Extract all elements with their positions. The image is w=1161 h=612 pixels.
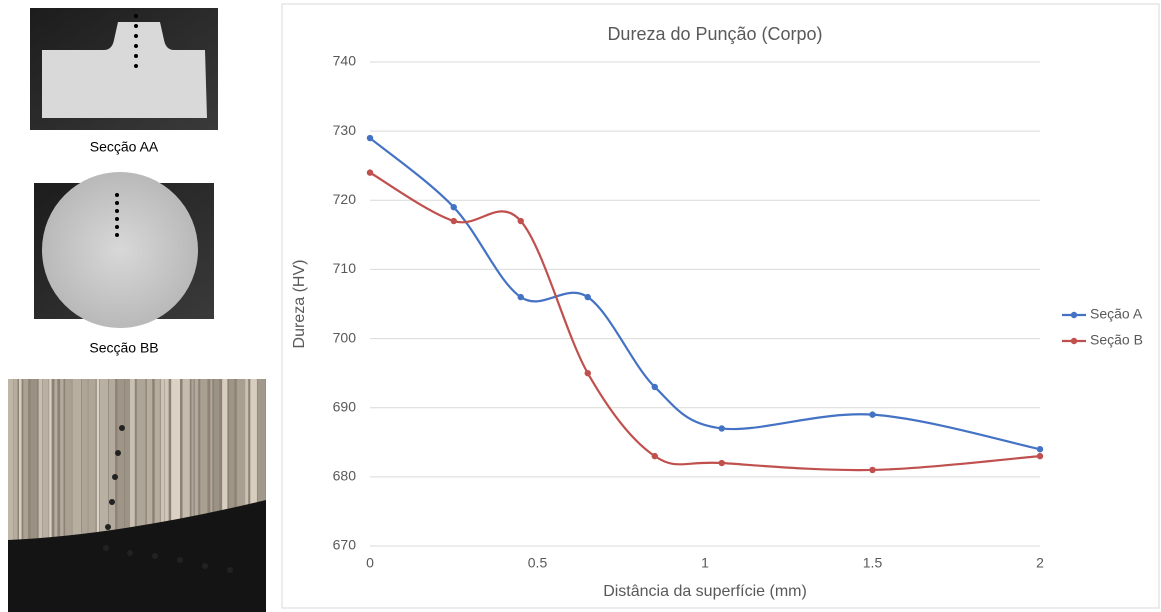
data-point [718,459,725,467]
indent [127,550,133,556]
data-point [584,369,591,377]
chart-frame [281,3,1160,609]
data-point [1036,452,1044,460]
stripe [81,379,88,612]
stripe [245,379,249,612]
stripe [124,379,130,612]
data-point [651,452,658,460]
y-tick-label: 700 [333,329,357,345]
indent [105,524,111,530]
data-point [584,293,591,301]
stripe [191,379,194,612]
legend-marker [1070,311,1078,319]
stripe [214,379,220,612]
stripe [164,379,169,612]
data-point [517,217,524,225]
indent [227,567,233,573]
y-axis-title: Dureza (HV) [291,260,308,349]
x-axis-title: Distância da superfície (mm) [603,583,807,600]
data-point [718,425,725,432]
plot-area: 670 680 690 700 710 720 730 740 0 0.5 1 1.5 2 Seção A… [333,53,1143,571]
data-point [450,204,457,211]
stripe [72,379,82,612]
stripe [13,379,18,612]
stripe [49,379,52,612]
stripe [54,379,58,612]
y-tick-label: 730 [333,122,357,138]
stripe [171,379,180,612]
stripe [88,379,96,612]
legend-label: Seção A [1090,306,1143,322]
stripe [96,379,100,612]
x-tick-label: 0.5 [528,555,548,571]
stripe [160,379,165,612]
stripe [257,379,266,612]
specimen-aa [30,8,218,130]
y-tick-label: 670 [333,537,357,553]
stripe [129,379,135,612]
y-tick-label: 690 [333,398,357,414]
stripe [42,379,49,612]
stripe [229,379,235,612]
caption: Secção BB [89,340,158,356]
legend-marker [1070,337,1078,345]
x-tick-label: 2 [1036,555,1044,571]
y-tick-label: 710 [333,260,357,276]
stripe [65,379,72,612]
micrograph [8,379,266,612]
stripe [19,379,22,612]
data-point [1036,446,1044,453]
data-point [366,169,374,176]
indent [152,553,158,559]
stripe [136,379,146,612]
stripe [222,379,228,612]
indent [112,474,118,480]
indent [177,557,183,563]
stripe [182,379,190,612]
stripe [250,379,257,612]
data-point [366,134,374,142]
stripe [146,379,153,612]
data-point [450,217,457,225]
y-tick-label: 740 [333,53,357,69]
legend-label: Seção B [1090,332,1143,348]
caption: Secção AA [90,139,159,155]
y-tick-label: 680 [333,468,357,484]
stripe [38,379,43,612]
stripe [108,379,116,612]
indent [109,499,115,505]
stripe [154,379,160,612]
x-tick-label: 1 [701,555,709,571]
stripe [8,379,14,612]
dark-region [8,500,266,612]
x-tick-label: 0 [366,555,374,571]
data-point [869,466,876,474]
data-point [651,383,658,391]
stripe [236,379,246,612]
chart-title: Dureza do Punção (Corpo) [607,24,822,44]
stripe [99,379,109,612]
stripe [194,379,199,612]
y-tick-label: 720 [333,191,357,207]
indent [202,563,208,569]
indent [103,545,109,551]
indent [119,425,125,431]
stripe [200,379,208,612]
stripe [23,379,29,612]
specimen-bb [34,172,214,328]
stripe [117,379,124,612]
indent [115,450,121,456]
data-point [517,293,524,301]
data-point [869,411,876,418]
stripe [210,379,213,612]
stripe [60,379,64,612]
x-tick-label: 1.5 [863,555,883,571]
stripe [30,379,38,612]
